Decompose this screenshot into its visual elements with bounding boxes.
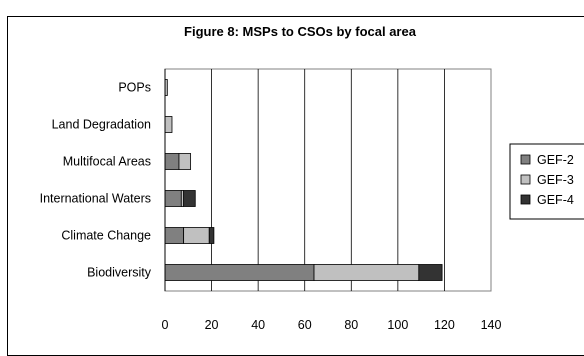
bar-gef-3 [178,153,192,170]
plot-area [164,68,492,292]
x-tick-label: 40 [251,318,265,332]
bars [164,79,443,281]
x-tick-label: 120 [434,318,455,332]
y-category-label: Land Degradation [52,118,151,132]
legend-swatch-gef-2 [520,154,531,165]
bar-gef-3 [183,227,210,244]
x-axis-labels: 0 20 40 60 80 100 120 140 [162,318,502,332]
legend-label: GEF-3 [537,173,574,187]
y-category-label: POPs [118,81,151,95]
y-axis-labels: POPs Land Degradation Multifocal Areas Inte… [40,81,152,280]
bar-gef-4 [418,264,443,281]
x-tick-label: 0 [162,318,169,332]
bar-gef-4 [183,190,196,207]
x-tick-label: 20 [205,318,219,332]
bar-gef-2 [164,153,180,170]
legend: GEF-2 GEF-3 GEF-4 [509,143,584,220]
y-category-label: Multifocal Areas [63,155,151,169]
gridlines [211,69,445,291]
x-tick-label: 140 [481,318,502,332]
bar-gef-3 [313,264,420,281]
x-tick-label: 60 [298,318,312,332]
legend-label: GEF-2 [537,153,574,167]
chart-svg: Figure 8: MSPs to CSOs by focal area POP… [40,24,584,332]
x-tick-label: 100 [387,318,408,332]
legend-label: GEF-4 [537,193,574,207]
legend-swatch-gef-4 [520,194,531,205]
bar-gef-2 [164,190,182,207]
bar-gef-2 [164,227,185,244]
y-category-label: Climate Change [61,229,151,243]
bar-gef-2 [164,264,315,281]
y-category-label: Biodiversity [87,266,152,280]
bar-gef-4 [208,227,215,244]
bar-gef-3 [164,116,173,133]
legend-swatch-gef-3 [520,174,531,185]
y-category-label: International Waters [40,192,151,206]
chart-title: Figure 8: MSPs to CSOs by focal area [184,24,417,39]
x-tick-label: 80 [344,318,358,332]
